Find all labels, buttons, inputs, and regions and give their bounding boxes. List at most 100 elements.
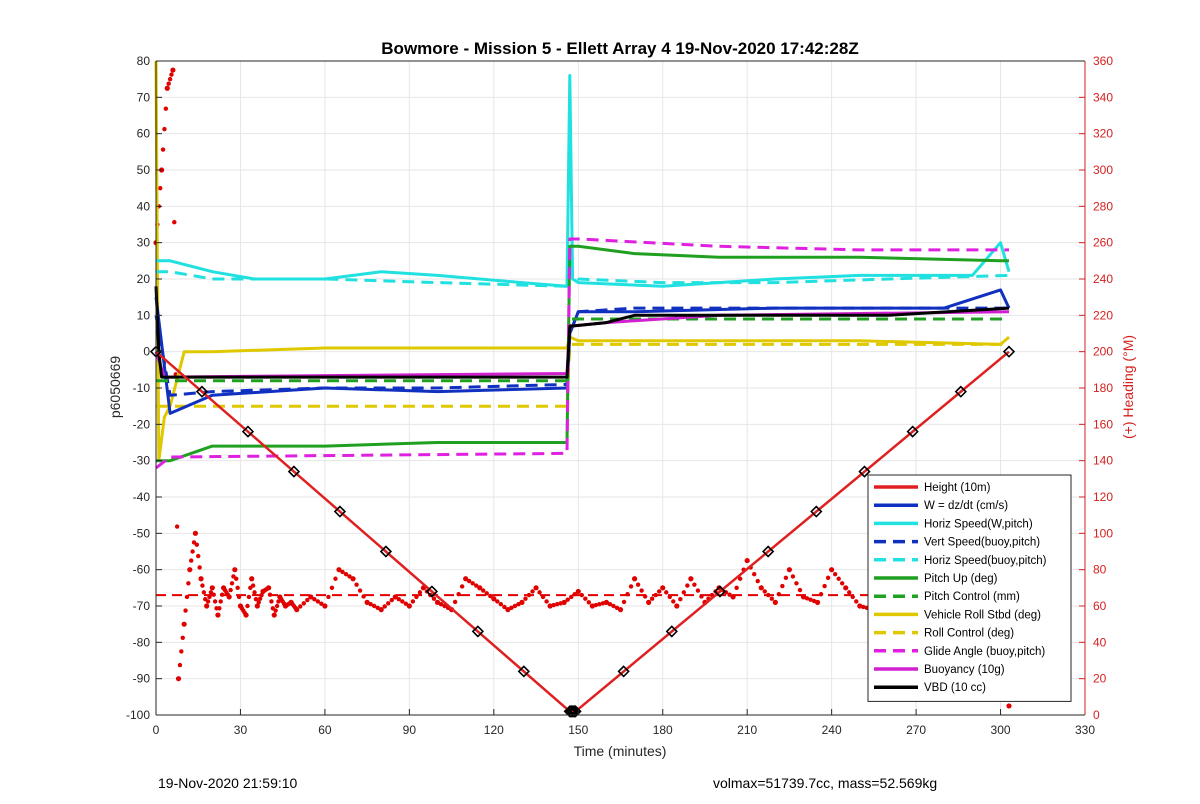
- heading-point: [246, 594, 252, 600]
- heading-point: [207, 594, 212, 600]
- y2-tick-label: 60: [1093, 599, 1107, 613]
- axes: 0 30 60 90 120 150 180 210 240 270 300 330807060504…: [126, 54, 1113, 737]
- heading-point: [215, 612, 221, 618]
- legend-label: Buoyancy (10g): [924, 664, 1005, 676]
- heading-point: [175, 676, 182, 682]
- heading-point: [273, 608, 278, 613]
- heading-point: [160, 147, 166, 152]
- series-line-5: [156, 244, 1009, 463]
- heading-point: [170, 67, 176, 73]
- heading-point: [298, 604, 303, 609]
- heading-point: [336, 567, 342, 573]
- heading-point: [526, 592, 532, 598]
- heading-point: [583, 596, 588, 601]
- heading-point: [822, 583, 827, 589]
- heading-point: [737, 576, 743, 581]
- heading-point: [167, 76, 173, 82]
- heading-point: [267, 592, 273, 597]
- heading-point: [635, 582, 641, 587]
- heading-point: [256, 600, 261, 605]
- heading-point: [177, 662, 183, 668]
- heading-point: [857, 603, 863, 609]
- heading-point: [540, 594, 546, 600]
- heading-point: [808, 597, 813, 602]
- heading-point: [836, 576, 841, 581]
- heading-point: [389, 597, 394, 603]
- heading-point: [322, 603, 328, 609]
- x-tick-label: 30: [234, 723, 248, 737]
- y-tick-label: -90: [133, 672, 151, 686]
- heading-point: [533, 585, 539, 591]
- y-tick-label: 10: [137, 308, 151, 322]
- heading-point: [678, 596, 683, 602]
- heading-point: [495, 599, 500, 604]
- y-tick-label: -60: [133, 563, 151, 577]
- heading-point: [628, 584, 634, 589]
- legend-label: VBD (10 cc): [924, 682, 986, 694]
- heading-point: [417, 590, 423, 595]
- heading-point: [463, 576, 469, 582]
- y-tick-label: -50: [133, 526, 151, 540]
- heading-point: [229, 581, 235, 586]
- heading-point: [617, 607, 624, 613]
- heading-point: [646, 599, 652, 605]
- height-marker: [762, 545, 775, 558]
- heading-point: [204, 603, 210, 609]
- heading-point: [589, 603, 595, 609]
- heading-point: [235, 585, 240, 591]
- heading-point: [236, 594, 242, 600]
- heading-point: [569, 594, 574, 600]
- height-marker: [810, 505, 823, 518]
- heading-point: [410, 599, 416, 604]
- y2-tick-label: 40: [1093, 635, 1107, 649]
- height-marker: [906, 425, 919, 438]
- heading-point: [257, 596, 263, 601]
- heading-point: [164, 85, 170, 91]
- x-axis-label: Time (minutes): [574, 743, 667, 759]
- y2-tick-label: 120: [1093, 490, 1113, 504]
- x-tick-label: 180: [653, 723, 673, 737]
- heading-point: [183, 608, 188, 613]
- heading-point: [607, 601, 613, 607]
- heading-point: [642, 594, 648, 599]
- heading-point: [843, 585, 849, 591]
- x-tick-label: 90: [403, 723, 417, 737]
- y2-tick-label: 160: [1093, 417, 1113, 431]
- heading-point: [315, 599, 321, 604]
- series-line-2: [156, 74, 1011, 288]
- heading-point: [361, 594, 366, 599]
- heading-point: [660, 585, 666, 591]
- heading-point: [818, 591, 824, 597]
- heading-point: [212, 599, 218, 604]
- heading-point: [211, 592, 216, 597]
- heading-point: [786, 567, 793, 573]
- heading-point: [470, 581, 475, 586]
- height-marker: [333, 505, 347, 518]
- heading-point: [234, 576, 239, 581]
- heading-point: [250, 583, 256, 588]
- heading-point: [780, 583, 785, 589]
- heading-point: [839, 581, 845, 586]
- heading-point: [252, 590, 257, 595]
- y2-tick-label: 260: [1093, 236, 1113, 250]
- heading-point: [368, 601, 373, 607]
- heading-point: [190, 549, 195, 554]
- heading-point: [269, 599, 274, 604]
- heading-point: [305, 597, 310, 603]
- height-marker: [665, 625, 678, 638]
- heading-point: [319, 601, 324, 606]
- y-tick-label: -10: [133, 381, 151, 395]
- heading-point: [603, 599, 610, 605]
- heading-point: [797, 587, 803, 593]
- series-line-6: [156, 317, 1009, 383]
- heading-point: [790, 574, 796, 579]
- y2-tick-label: 140: [1093, 454, 1113, 468]
- x-tick-label: 0: [153, 723, 160, 737]
- heading-point: [205, 599, 211, 604]
- heading-point: [274, 603, 280, 609]
- y-tick-label: -80: [133, 635, 151, 649]
- heading-point: [586, 600, 592, 605]
- height-marker: [713, 585, 727, 598]
- heading-point: [551, 602, 556, 608]
